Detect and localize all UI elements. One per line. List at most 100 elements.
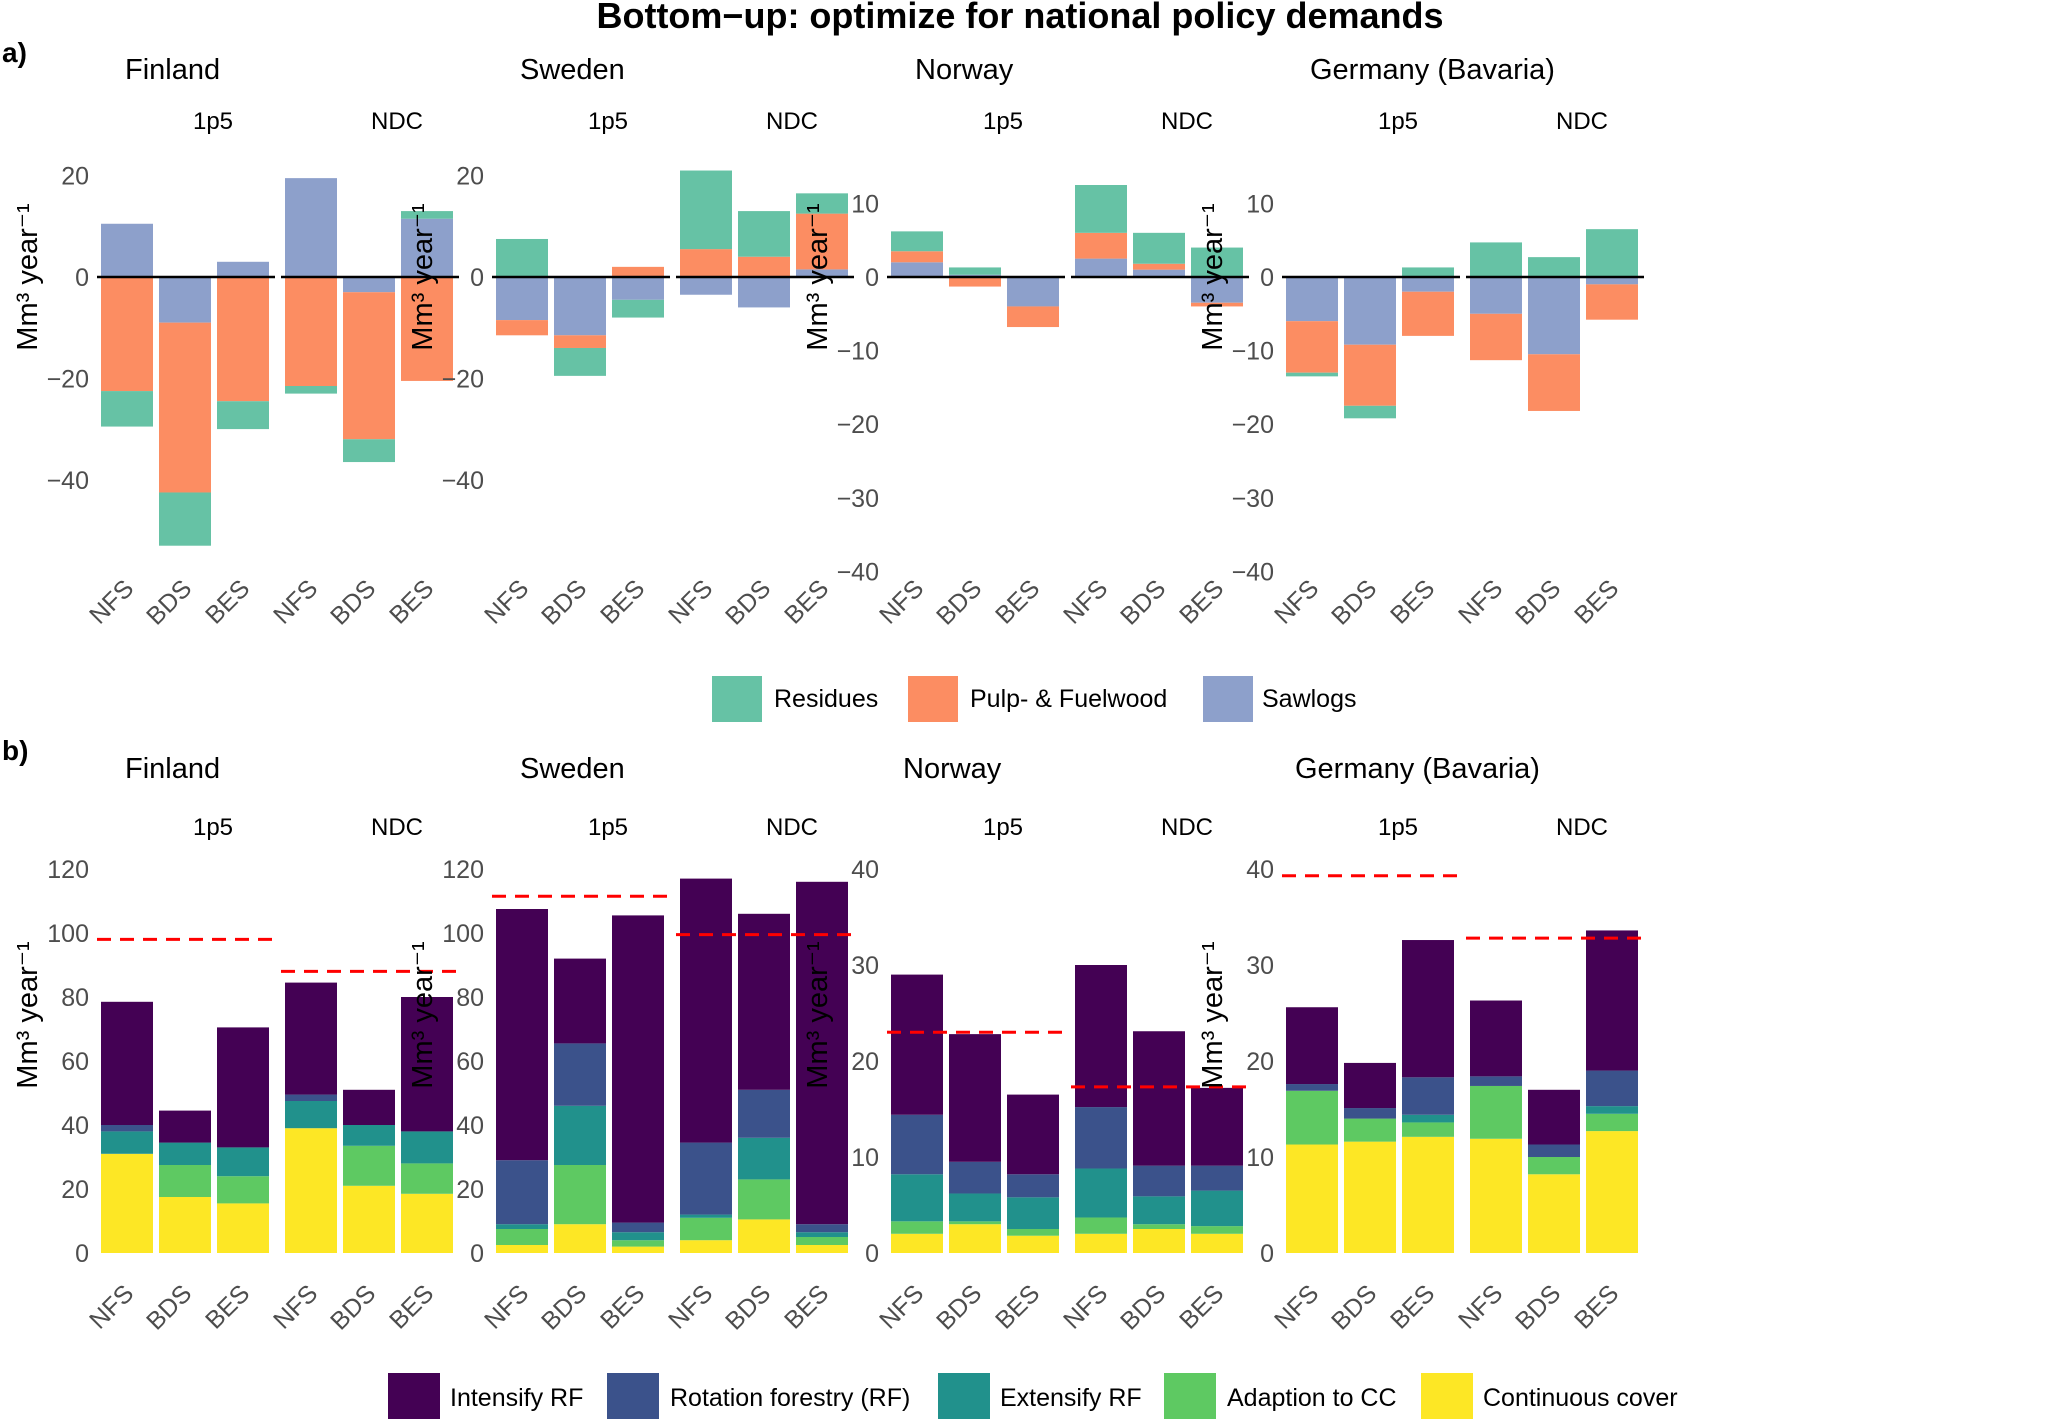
bar-extensify-rf — [738, 1137, 790, 1180]
bar-intensify-rf — [796, 881, 848, 1225]
bar-residues — [949, 267, 1001, 275]
facet-label: 1p5 — [1378, 108, 1418, 135]
bar-intensify-rf — [285, 982, 337, 1095]
y-tick-label: −40 — [837, 558, 879, 586]
bar-pulp-fuelwood — [496, 320, 548, 336]
y-tick-label: 120 — [47, 856, 89, 884]
bar-residues — [1344, 405, 1396, 419]
bar-intensify-rf — [159, 1110, 211, 1143]
country-title: Sweden — [520, 753, 625, 785]
facet-label: 1p5 — [193, 814, 233, 841]
bar-residues — [1286, 372, 1338, 377]
y-tick-label: 40 — [61, 1112, 89, 1140]
bar-pulp-fuelwood — [1075, 232, 1127, 259]
bar-intensify-rf — [1286, 1007, 1338, 1085]
y-tick-label: 0 — [865, 264, 879, 292]
bar-intensify-rf — [1528, 1089, 1580, 1145]
y-tick-label: 80 — [456, 984, 484, 1012]
y-tick-label: 100 — [442, 920, 484, 948]
bar-sawlogs — [1075, 258, 1127, 277]
bar-extensify-rf — [1191, 1190, 1243, 1227]
x-tick-label: BES — [990, 574, 1045, 629]
bar-extensify-rf — [1402, 1114, 1454, 1123]
bar-continuous-cover — [496, 1245, 548, 1253]
bar-adaption-to-cc — [1007, 1229, 1059, 1236]
legend-label: Intensify RF — [450, 1384, 583, 1412]
facet-label: NDC — [1556, 814, 1608, 841]
bar-continuous-cover — [1133, 1229, 1185, 1253]
bar-sawlogs — [796, 269, 848, 277]
bar-residues — [285, 386, 337, 394]
bar-sawlogs — [554, 277, 606, 336]
bar-adaption-to-cc — [1133, 1224, 1185, 1229]
facet-label: NDC — [766, 108, 818, 135]
bar-continuous-cover — [1344, 1141, 1396, 1253]
legend-swatch-extensify-rf — [938, 1373, 990, 1419]
bar-rotation-forestry-rf — [101, 1125, 153, 1132]
legend-swatch-pulp-fuelwood — [908, 676, 958, 722]
bar-sawlogs — [1344, 277, 1396, 345]
bar-adaption-to-cc — [949, 1221, 1001, 1225]
bar-adaption-to-cc — [401, 1163, 453, 1194]
bar-rotation-forestry-rf — [1528, 1144, 1580, 1157]
y-tick-label: −30 — [1232, 485, 1274, 513]
x-tick-label: BDS — [1326, 1279, 1382, 1335]
bar-rotation-forestry-rf — [496, 1160, 548, 1225]
bar-rotation-forestry-rf — [680, 1142, 732, 1215]
legend-swatch-intensify-rf — [388, 1373, 440, 1419]
bar-extensify-rf — [949, 1193, 1001, 1222]
panel-a-norway: Norway 1p5 NDC 10 0 −10 −20 −30 −40 Mm³ year⁻¹ NFS… — [802, 54, 1249, 631]
bar-continuous-cover — [285, 1128, 337, 1253]
bar-intensify-rf — [680, 878, 732, 1143]
bar-continuous-cover — [401, 1193, 453, 1253]
bar-pulp-fuelwood — [1528, 354, 1580, 411]
country-title: Norway — [915, 54, 1014, 86]
bar-rotation-forestry-rf — [1344, 1108, 1396, 1119]
bar-residues — [1528, 257, 1580, 277]
panel-a-germany-bavaria: Germany (Bavaria) 1p5 NDC 10 0 −10 −20 −30 −40 Mm… — [1197, 54, 1644, 631]
x-tick-label: BDS — [1510, 1279, 1566, 1335]
bar-intensify-rf — [949, 1034, 1001, 1162]
facet-label: NDC — [1161, 814, 1213, 841]
bar-pulp-fuelwood — [554, 335, 606, 348]
bar-residues — [101, 391, 153, 427]
bar-adaption-to-cc — [1528, 1157, 1580, 1175]
y-tick-label: 10 — [1246, 190, 1274, 218]
x-tick-label: NFS — [1269, 574, 1324, 629]
x-tick-label: BES — [1569, 574, 1624, 629]
y-tick-label: 20 — [1246, 1048, 1274, 1076]
y-axis-label: Mm³ year⁻¹ — [1197, 941, 1229, 1089]
bar-adaption-to-cc — [554, 1165, 606, 1225]
y-tick-label: 60 — [61, 1048, 89, 1076]
x-tick-label: NFS — [479, 574, 534, 629]
bar-adaption-to-cc — [796, 1237, 848, 1245]
y-axis-label: Mm³ year⁻¹ — [12, 203, 44, 351]
y-axis-label: Mm³ year⁻¹ — [407, 941, 439, 1089]
bar-extensify-rf — [285, 1101, 337, 1129]
x-tick-label: BES — [1174, 1279, 1229, 1334]
y-tick-label: 10 — [1246, 1144, 1274, 1172]
y-tick-label: −10 — [1232, 338, 1274, 366]
bar-residues — [217, 401, 269, 430]
bar-extensify-rf — [101, 1131, 153, 1154]
y-tick-label: −10 — [837, 338, 879, 366]
bar-sawlogs — [401, 218, 453, 277]
figure-title: Bottom−up: optimize for national policy … — [596, 0, 1443, 36]
bar-residues — [1133, 232, 1185, 264]
bar-rotation-forestry-rf — [1007, 1174, 1059, 1198]
legend-swatch-residues — [712, 676, 762, 722]
y-tick-label: 40 — [851, 856, 879, 884]
bar-intensify-rf — [1007, 1094, 1059, 1175]
panel-b-germany-bavaria: Germany (Bavaria) 1p5 NDC 0 10 20 30 40 Mm³ year… — [1197, 753, 1644, 1336]
y-tick-label: −20 — [1232, 411, 1274, 439]
bar-rotation-forestry-rf — [1133, 1165, 1185, 1197]
bar-residues — [1402, 267, 1454, 277]
bar-sawlogs — [343, 277, 395, 293]
x-tick-label: BES — [200, 1279, 255, 1334]
bar-residues — [612, 299, 664, 318]
y-tick-label: −20 — [837, 411, 879, 439]
bar-pulp-fuelwood — [891, 251, 943, 263]
bar-extensify-rf — [217, 1147, 269, 1177]
bar-extensify-rf — [612, 1232, 664, 1241]
